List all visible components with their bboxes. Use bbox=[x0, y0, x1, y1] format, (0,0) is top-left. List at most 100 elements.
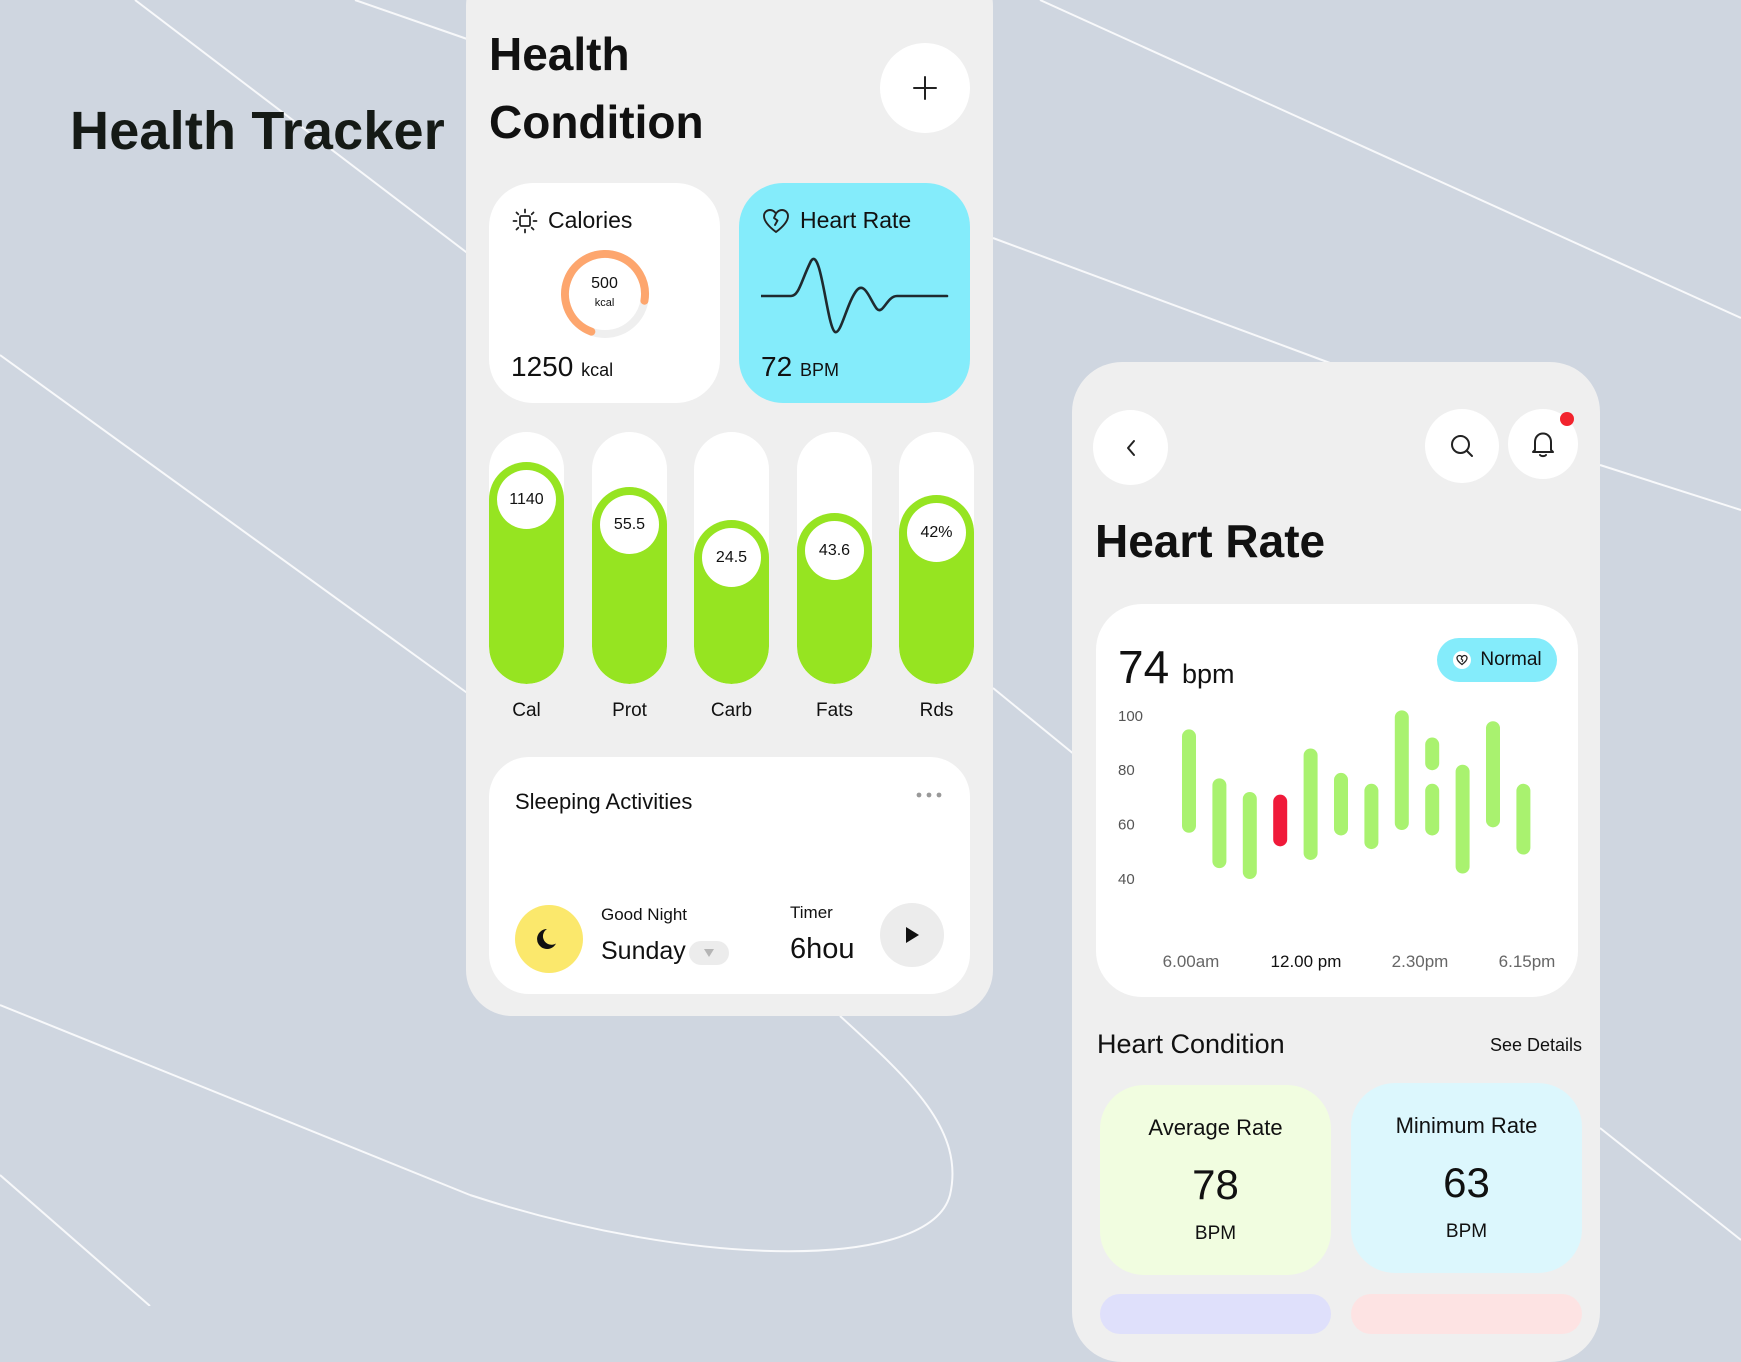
heart-rate-label: Heart Rate bbox=[800, 207, 912, 233]
back-button[interactable] bbox=[1093, 410, 1168, 485]
greeting-label: Good Night bbox=[601, 905, 687, 924]
calories-total-unit: kcal bbox=[581, 360, 614, 380]
play-button[interactable] bbox=[880, 903, 944, 967]
calories-label: Calories bbox=[548, 207, 633, 233]
current-bpm-value: 74 bbox=[1118, 641, 1170, 693]
average-rate-card[interactable]: Average Rate 78 BPM bbox=[1100, 1085, 1331, 1275]
next-card-peek-right bbox=[1351, 1294, 1582, 1334]
more-dots-icon[interactable] bbox=[916, 791, 942, 799]
current-bpm-unit: bpm bbox=[1181, 659, 1235, 689]
chart-bar[interactable] bbox=[1516, 783, 1531, 855]
nutrient-bar-prot[interactable]: 55.5 bbox=[592, 432, 667, 684]
calories-ring-unit: kcal bbox=[594, 297, 615, 309]
nutrient-bar-carb[interactable]: 24.5 bbox=[694, 432, 769, 684]
y-tick-label: 80 bbox=[1118, 762, 1135, 779]
calories-ring-value: 500 bbox=[591, 275, 618, 292]
nutrient-value: 55.5 bbox=[600, 495, 659, 554]
plus-icon bbox=[913, 76, 937, 100]
see-details-link[interactable]: See Details bbox=[1490, 1035, 1583, 1055]
day-value: Sunday bbox=[601, 937, 686, 965]
calories-total-value: 1250 bbox=[511, 351, 574, 382]
heart-rate-value: 72 BPM bbox=[761, 351, 839, 383]
chart-bar[interactable] bbox=[1334, 772, 1348, 836]
nutrient-value: 1140 bbox=[497, 470, 556, 529]
moon-badge bbox=[515, 905, 583, 973]
calories-total: 1250 kcal bbox=[511, 351, 613, 383]
day-dropdown[interactable] bbox=[689, 941, 729, 965]
nutrient-bar-fats[interactable]: 43.6 bbox=[797, 432, 872, 684]
status-badge-label: Normal bbox=[1480, 649, 1542, 670]
chart-bar[interactable] bbox=[1425, 783, 1440, 836]
nutrient-bar-rds[interactable]: 42% bbox=[899, 432, 974, 684]
x-tick-label: 2.30pm bbox=[1392, 952, 1449, 971]
broken-heart-icon bbox=[763, 208, 789, 233]
chart-bar[interactable] bbox=[1212, 778, 1227, 869]
chart-bar[interactable] bbox=[1455, 764, 1470, 874]
moon-icon bbox=[537, 929, 556, 949]
x-tick-label: 6.00am bbox=[1163, 952, 1220, 971]
nutrient-label: Prot bbox=[612, 700, 647, 721]
nutrient-label: Carb bbox=[710, 700, 753, 721]
status-badge: Normal bbox=[1437, 638, 1557, 682]
pulse-line-graphic bbox=[761, 257, 949, 334]
calories-header: Calories bbox=[512, 207, 632, 234]
chevron-left-icon bbox=[1126, 439, 1135, 456]
nutrient-label: Fats bbox=[816, 700, 853, 721]
chart-bar-highlighted[interactable] bbox=[1273, 794, 1288, 847]
nutrient-label: Rds bbox=[919, 700, 954, 721]
current-bpm: 74 bpm bbox=[1118, 640, 1234, 694]
title-line-1: Health bbox=[489, 28, 630, 80]
chart-bar[interactable] bbox=[1394, 710, 1409, 831]
chart-bar[interactable] bbox=[1182, 729, 1196, 833]
chart-bar[interactable] bbox=[1486, 721, 1500, 828]
x-tick-label: 12.00 pm bbox=[1271, 952, 1342, 971]
heart-rate-chart: 100 80 60 40 6.00am 12.00 pm 2.30pm 6.15pm bbox=[1118, 708, 1556, 971]
y-tick-label: 100 bbox=[1118, 708, 1143, 725]
heart-rate-title: Heart Rate bbox=[1095, 515, 1326, 567]
chart-bar[interactable] bbox=[1303, 748, 1318, 860]
heart-condition-title: Heart Condition bbox=[1097, 1029, 1285, 1059]
background-decoration bbox=[0, 0, 1741, 1306]
calories-card[interactable]: Calories 500 kcal 1250 kcal bbox=[489, 183, 720, 403]
chart-bar[interactable] bbox=[1364, 783, 1379, 850]
average-rate-value: 78 bbox=[1192, 1161, 1239, 1208]
screen-title: Health Condition bbox=[489, 20, 704, 156]
x-tick-label: 6.15pm bbox=[1499, 952, 1556, 971]
play-icon bbox=[906, 927, 919, 943]
average-rate-label: Average Rate bbox=[1148, 1115, 1283, 1140]
heart-rate-number: 72 bbox=[761, 351, 793, 382]
average-rate-unit: BPM bbox=[1194, 1223, 1237, 1244]
minimum-rate-value: 63 bbox=[1443, 1159, 1490, 1206]
timer-label: Timer bbox=[790, 903, 833, 922]
heart-rate-chart-card: 74 bpm Normal 100 80 60 40 6.00am 12.00 pm 2.3… bbox=[1096, 604, 1578, 997]
y-tick-label: 60 bbox=[1118, 817, 1135, 834]
chart-bar[interactable] bbox=[1242, 791, 1257, 879]
chart-bar[interactable] bbox=[1425, 737, 1440, 771]
calories-ring-progress bbox=[561, 250, 649, 338]
search-icon bbox=[1451, 435, 1473, 457]
heart-rate-unit: BPM bbox=[799, 360, 839, 380]
nutrient-value: 24.5 bbox=[702, 528, 761, 587]
nutrient-value: 43.6 bbox=[805, 521, 864, 580]
hero-title: Health Tracker bbox=[70, 101, 445, 161]
minimum-rate-label: Minimum Rate bbox=[1395, 1113, 1538, 1138]
minimum-rate-card[interactable]: Minimum Rate 63 BPM bbox=[1351, 1083, 1582, 1273]
sleep-card-title: Sleeping Activities bbox=[515, 789, 693, 814]
sleeping-activities-card[interactable]: Sleeping Activities Good Night Sunday Ti… bbox=[489, 757, 970, 994]
heart-rate-header: Heart Rate bbox=[762, 207, 911, 234]
bell-icon bbox=[1532, 432, 1554, 458]
notification-dot bbox=[1560, 412, 1574, 426]
calories-ring bbox=[561, 250, 649, 338]
nutrient-label: Cal bbox=[512, 700, 541, 721]
next-card-peek-left bbox=[1100, 1294, 1331, 1334]
add-button[interactable] bbox=[880, 43, 970, 133]
nutrient-value: 42% bbox=[907, 503, 966, 562]
sun-icon bbox=[512, 208, 538, 233]
timer-value: 6hou bbox=[790, 933, 855, 965]
heart-icon bbox=[1453, 651, 1472, 669]
y-tick-label: 40 bbox=[1118, 871, 1135, 888]
nutrient-bar-cal[interactable]: 1140 bbox=[489, 432, 564, 684]
heart-rate-card[interactable]: Heart Rate 72 BPM bbox=[739, 183, 970, 403]
search-button[interactable] bbox=[1425, 409, 1499, 483]
minimum-rate-unit: BPM bbox=[1445, 1221, 1488, 1242]
